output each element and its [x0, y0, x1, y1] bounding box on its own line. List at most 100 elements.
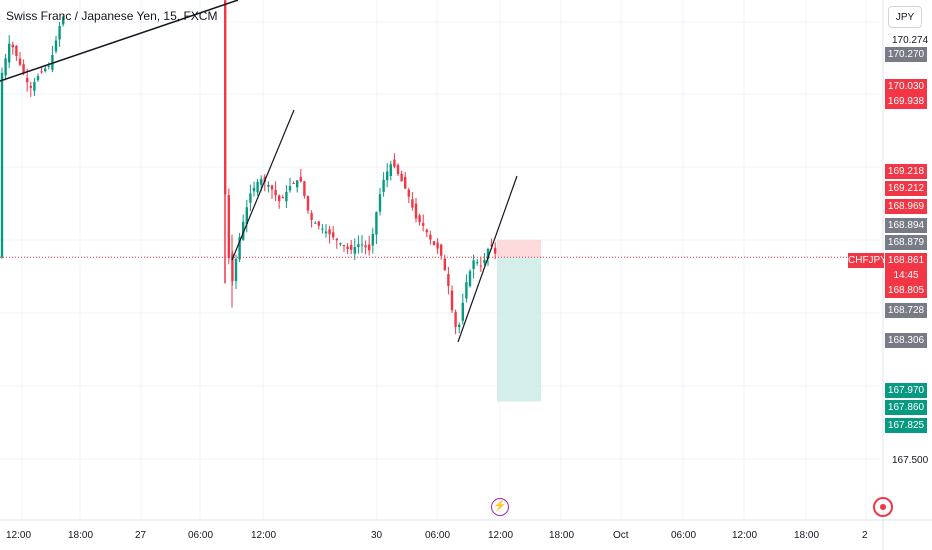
candle-body: [346, 246, 349, 250]
candle-body: [357, 244, 360, 248]
candle-body: [252, 187, 256, 192]
candle-body: [393, 159, 396, 167]
candle-body: [285, 192, 288, 202]
candle-body: [468, 271, 472, 287]
candle-body: [436, 242, 439, 249]
trend-line: [231, 109, 295, 261]
candle-body: [33, 81, 36, 91]
candle-body: [256, 181, 259, 193]
candle-body: [299, 177, 302, 182]
candle-body: [339, 243, 342, 245]
candle-body: [458, 324, 461, 328]
candle-body: [432, 241, 436, 245]
candle-body: [447, 274, 450, 287]
currency-button[interactable]: JPY: [888, 6, 922, 28]
price-badge: 169.938: [885, 94, 927, 109]
trend-line: [457, 175, 518, 343]
candle-body: [386, 171, 389, 181]
candle-body: [47, 65, 50, 67]
candle-body: [407, 189, 410, 197]
candle-body: [310, 213, 313, 220]
candle-body: [270, 185, 274, 190]
price-badge: 167.970: [885, 383, 927, 398]
price-badge: 167.825: [885, 418, 927, 433]
price-badge: 168.969: [885, 199, 927, 214]
take-profit-zone: [497, 257, 541, 402]
price-badge: 168.861: [885, 253, 927, 268]
lightning-bolt-icon[interactable]: ⚡: [491, 498, 509, 516]
candle-body: [22, 64, 25, 74]
candle-body: [44, 68, 47, 72]
time-tick-label: 2: [862, 530, 868, 541]
candle-body: [296, 180, 299, 188]
candle-body: [267, 184, 270, 187]
time-tick-label: 12:00: [732, 530, 758, 541]
time-tick-label: 30: [371, 530, 383, 541]
candle-body: [4, 58, 7, 76]
time-tick-label: 27: [135, 530, 147, 541]
price-tick-label: 170.274: [892, 35, 929, 46]
candle-body: [375, 212, 378, 235]
candle-body: [321, 228, 324, 230]
candle-body: [461, 302, 464, 321]
candle-body: [476, 262, 479, 264]
time-tick-label: 12:00: [6, 530, 32, 541]
candle-body: [422, 223, 425, 226]
candle-body: [454, 311, 457, 328]
candle-body: [414, 203, 418, 219]
candle-body: [242, 221, 245, 240]
candle-body: [249, 193, 252, 203]
candle-body: [472, 260, 475, 270]
candle-body: [396, 165, 400, 175]
candle-body: [15, 45, 18, 57]
price-tick-label: 167.500: [892, 455, 929, 466]
candle-body: [404, 176, 407, 189]
candle-body: [306, 196, 310, 211]
candle-body: [418, 215, 421, 223]
candle-body: [303, 181, 306, 196]
price-badge: 168.306: [885, 333, 927, 348]
candle-body: [234, 259, 238, 281]
candle-body: [274, 189, 277, 196]
candle-body: [40, 71, 43, 73]
candle-body: [440, 244, 443, 256]
time-tick-label: 18:00: [794, 530, 820, 541]
candle-body: [382, 179, 385, 192]
price-badge: 169.212: [885, 181, 927, 196]
candle-body: [425, 229, 428, 233]
time-tick-label: 06:00: [425, 530, 451, 541]
candle-body: [450, 290, 454, 311]
candle-body: [260, 179, 263, 185]
candle-body: [368, 244, 371, 251]
price-badge: 170.030: [885, 79, 927, 94]
symbol-tag: CHFJPY: [848, 253, 887, 268]
price-badge: 170.270: [885, 47, 927, 62]
candle-body: [360, 244, 364, 246]
candle-body: [371, 233, 374, 246]
candle-body: [400, 173, 403, 182]
candle-body: [378, 194, 382, 212]
candle-body: [26, 77, 29, 83]
price-badge: 168.728: [885, 303, 927, 318]
price-badge: 168.894: [885, 218, 927, 233]
price-badge: 14:45: [885, 268, 927, 283]
candle-body: [335, 238, 338, 241]
candle-body: [483, 259, 486, 264]
gear-icon[interactable]: [873, 497, 893, 517]
candle-body: [342, 245, 346, 247]
candle-body: [353, 247, 356, 254]
chart-title: Swiss Franc / Japanese Yen, 15, FXCM: [6, 9, 218, 23]
candle-body: [36, 76, 40, 81]
time-tick-label: Oct: [613, 530, 629, 541]
candle-body: [479, 265, 482, 267]
time-tick-label: 06:00: [188, 530, 214, 541]
candle-body: [324, 231, 328, 234]
candle-body: [227, 195, 230, 258]
candle-body: [62, 16, 65, 25]
candle-body: [486, 248, 490, 260]
candle-body: [350, 245, 353, 250]
candle-body: [18, 58, 22, 65]
price-badge: 168.805: [885, 283, 927, 298]
candle-body: [8, 43, 11, 63]
